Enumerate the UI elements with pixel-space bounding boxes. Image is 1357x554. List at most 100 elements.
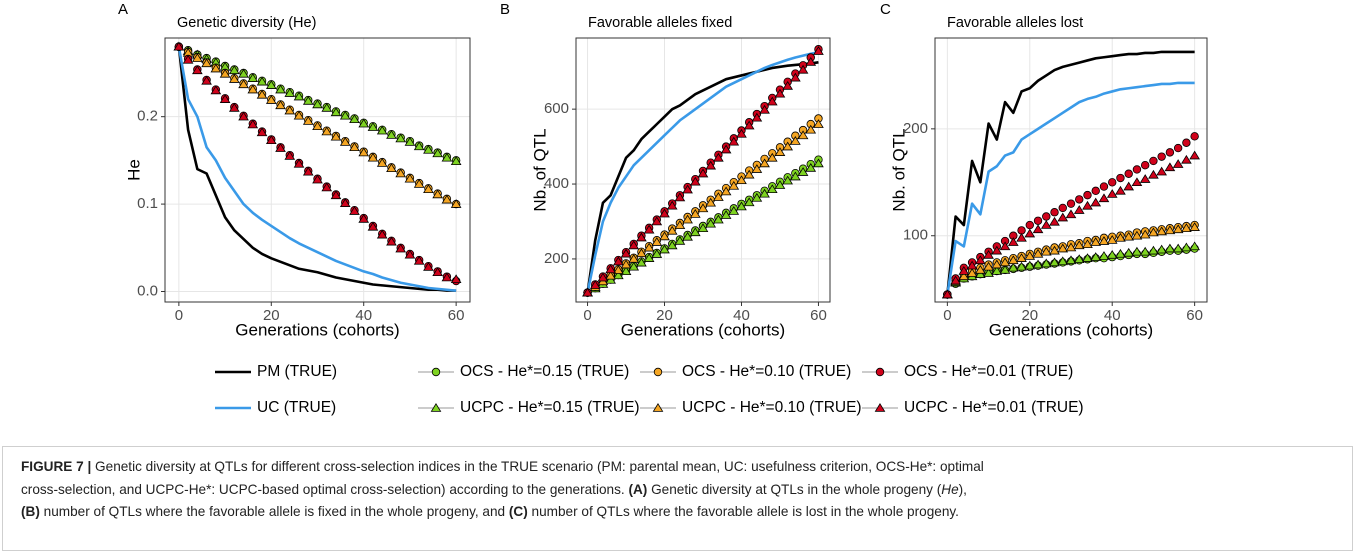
triangle-point — [321, 126, 333, 136]
triangle-point — [705, 160, 717, 170]
triangle-point — [256, 127, 268, 137]
triangle-point — [983, 250, 994, 259]
triangle-point — [441, 152, 453, 162]
caption-text: Genetic diversity at QTLs in the whole p… — [647, 481, 942, 497]
triangle-point — [376, 158, 388, 167]
triangle-point — [376, 125, 388, 135]
legend-label: UC (TRUE) — [257, 399, 336, 416]
x-tick-label: 60 — [1186, 307, 1203, 324]
caption-line: (B) number of QTLs where the favorable a… — [21, 501, 1352, 524]
y-tick-label: 0.0 — [137, 282, 158, 299]
circle-point — [1050, 208, 1059, 217]
triangle-point — [958, 271, 970, 281]
panel-title: Genetic diversity (He) — [177, 15, 316, 31]
triangle-point — [1189, 222, 1200, 231]
triangle-point — [805, 56, 817, 66]
circle-point — [1157, 152, 1166, 161]
triangle-point — [192, 53, 203, 62]
triangle-point — [256, 76, 268, 86]
triangle-point — [201, 75, 212, 85]
triangle-point — [302, 166, 314, 176]
triangle-point — [1024, 228, 1036, 238]
triangle-point — [705, 218, 717, 228]
triangle-point — [790, 171, 801, 181]
y-axis-label: He — [124, 159, 143, 181]
caption-line: cross-selection, and UCPC-He*: UCPC-base… — [21, 479, 1352, 502]
triangle-point — [339, 198, 351, 207]
triangle-point — [666, 240, 678, 250]
legend-label: OCS - He*=0.01 (TRUE) — [904, 363, 1073, 380]
legend-marker — [652, 403, 664, 412]
triangle-point — [173, 41, 185, 51]
triangle-point — [228, 74, 240, 83]
triangle-point — [605, 264, 616, 274]
triangle-point — [201, 58, 212, 68]
triangle-point — [782, 175, 794, 185]
triangle-point — [1090, 252, 1102, 261]
triangle-point — [1139, 229, 1151, 239]
triangle-point — [413, 141, 425, 151]
triangle-point — [589, 280, 601, 289]
triangle-point — [330, 131, 342, 141]
triangle-point — [1049, 216, 1060, 226]
x-tick-label: 20 — [263, 307, 280, 324]
x-tick-label: 20 — [656, 307, 673, 324]
triangle-point — [991, 245, 1003, 255]
triangle-point — [728, 206, 740, 215]
triangle-point — [386, 163, 397, 173]
triangle-point — [386, 130, 397, 139]
triangle-point — [1115, 185, 1126, 195]
legend-marker — [430, 403, 442, 412]
triangle-point — [293, 91, 305, 101]
x-tick-label: 60 — [810, 307, 827, 324]
triangle-point — [1139, 246, 1151, 256]
x-tick-label: 0 — [943, 307, 951, 324]
series-line — [946, 81, 1195, 295]
x-tick-label: 0 — [175, 307, 183, 324]
triangle-point — [1148, 227, 1159, 237]
triangle-point — [1172, 243, 1184, 253]
series-line — [177, 46, 457, 292]
triangle-point — [1131, 246, 1143, 256]
triangle-point — [1181, 223, 1192, 233]
series-line — [586, 50, 819, 293]
triangle-point — [1164, 162, 1176, 172]
triangle-point — [1123, 231, 1135, 241]
triangle-point — [395, 243, 407, 253]
triangle-point — [813, 46, 824, 55]
triangle-point — [1090, 197, 1102, 207]
triangle-point — [302, 116, 314, 125]
circle-point — [1165, 148, 1175, 157]
triangle-point — [1164, 225, 1176, 235]
triangle-point — [628, 240, 640, 250]
triangle-point — [293, 110, 305, 120]
circle-point — [1075, 195, 1084, 204]
triangle-point — [367, 122, 379, 131]
circle-point — [1132, 165, 1142, 174]
triangle-point — [367, 152, 379, 162]
triangle-point — [395, 168, 407, 178]
triangle-point — [620, 248, 632, 258]
plot-border — [934, 37, 1208, 303]
triangle-point — [284, 151, 296, 160]
triangle-point — [1189, 241, 1200, 251]
triangle-point — [759, 104, 770, 114]
caption-text: ), — [958, 481, 967, 497]
circle-point — [1116, 173, 1125, 183]
triangle-point — [228, 65, 240, 75]
y-tick-label: 200 — [903, 120, 928, 137]
triangle-point — [1189, 150, 1200, 160]
x-tick-label: 40 — [733, 307, 750, 324]
triangle-point — [605, 270, 616, 280]
series-line — [586, 61, 819, 293]
triangle-point — [1098, 251, 1110, 260]
caption-text: FIGURE 7 | — [21, 459, 92, 474]
triangle-point — [367, 221, 379, 231]
triangle-point — [797, 167, 809, 176]
triangle-point — [797, 64, 809, 74]
circle-point — [1099, 182, 1109, 191]
triangle-point — [636, 248, 647, 258]
triangle-point — [413, 255, 425, 265]
triangle-point — [743, 169, 755, 179]
triangle-point — [628, 261, 640, 271]
